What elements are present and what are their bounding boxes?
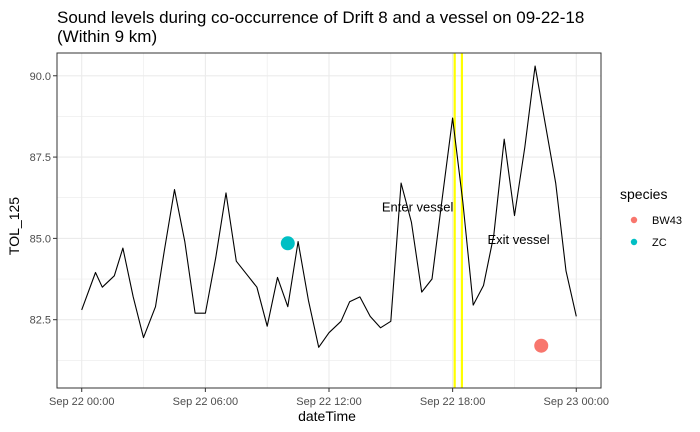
x-tick-label: Sep 22 18:00 xyxy=(420,396,485,408)
legend-key-bw43 xyxy=(630,216,638,224)
y-tick-label: 82.5 xyxy=(30,315,51,327)
y-tick-label: 87.5 xyxy=(30,152,51,164)
x-tick-label: Sep 22 06:00 xyxy=(173,396,238,408)
annotation-label: Enter vessel xyxy=(382,199,454,214)
species-point-bw43 xyxy=(534,338,549,353)
chart-title-line-1: Sound levels during co-occurrence of Dri… xyxy=(57,8,584,27)
grid xyxy=(57,53,601,388)
annotation-label: Exit vessel xyxy=(488,232,550,247)
y-axis-title: TOL_125 xyxy=(6,197,22,255)
x-tick-label: Sep 22 00:00 xyxy=(49,396,114,408)
species-points xyxy=(280,236,549,353)
y-tick-label: 85.0 xyxy=(30,233,51,245)
species-point-zc xyxy=(280,236,295,251)
series xyxy=(81,65,577,348)
legend: species BW43 ZC xyxy=(620,186,682,249)
legend-label: BW43 xyxy=(652,215,682,227)
axis-ticks: Sep 22 00:00 Sep 22 06:00 Sep 22 12:00 Sep … xyxy=(30,71,609,408)
vessel-lines xyxy=(453,53,464,388)
chart-title-line-2: (Within 9 km) xyxy=(57,27,157,46)
series-line-tol125 xyxy=(81,65,577,348)
x-tick-label: Sep 22 12:00 xyxy=(296,396,361,408)
x-axis-title: dateTime xyxy=(298,408,356,424)
y-tick-label: 90.0 xyxy=(30,71,51,83)
annotations: Enter vessel Exit vessel xyxy=(382,199,550,247)
legend-key-zc xyxy=(630,238,638,246)
legend-label: ZC xyxy=(652,237,667,249)
legend-title: species xyxy=(620,186,667,202)
x-tick-label: Sep 23 00:00 xyxy=(544,396,609,408)
